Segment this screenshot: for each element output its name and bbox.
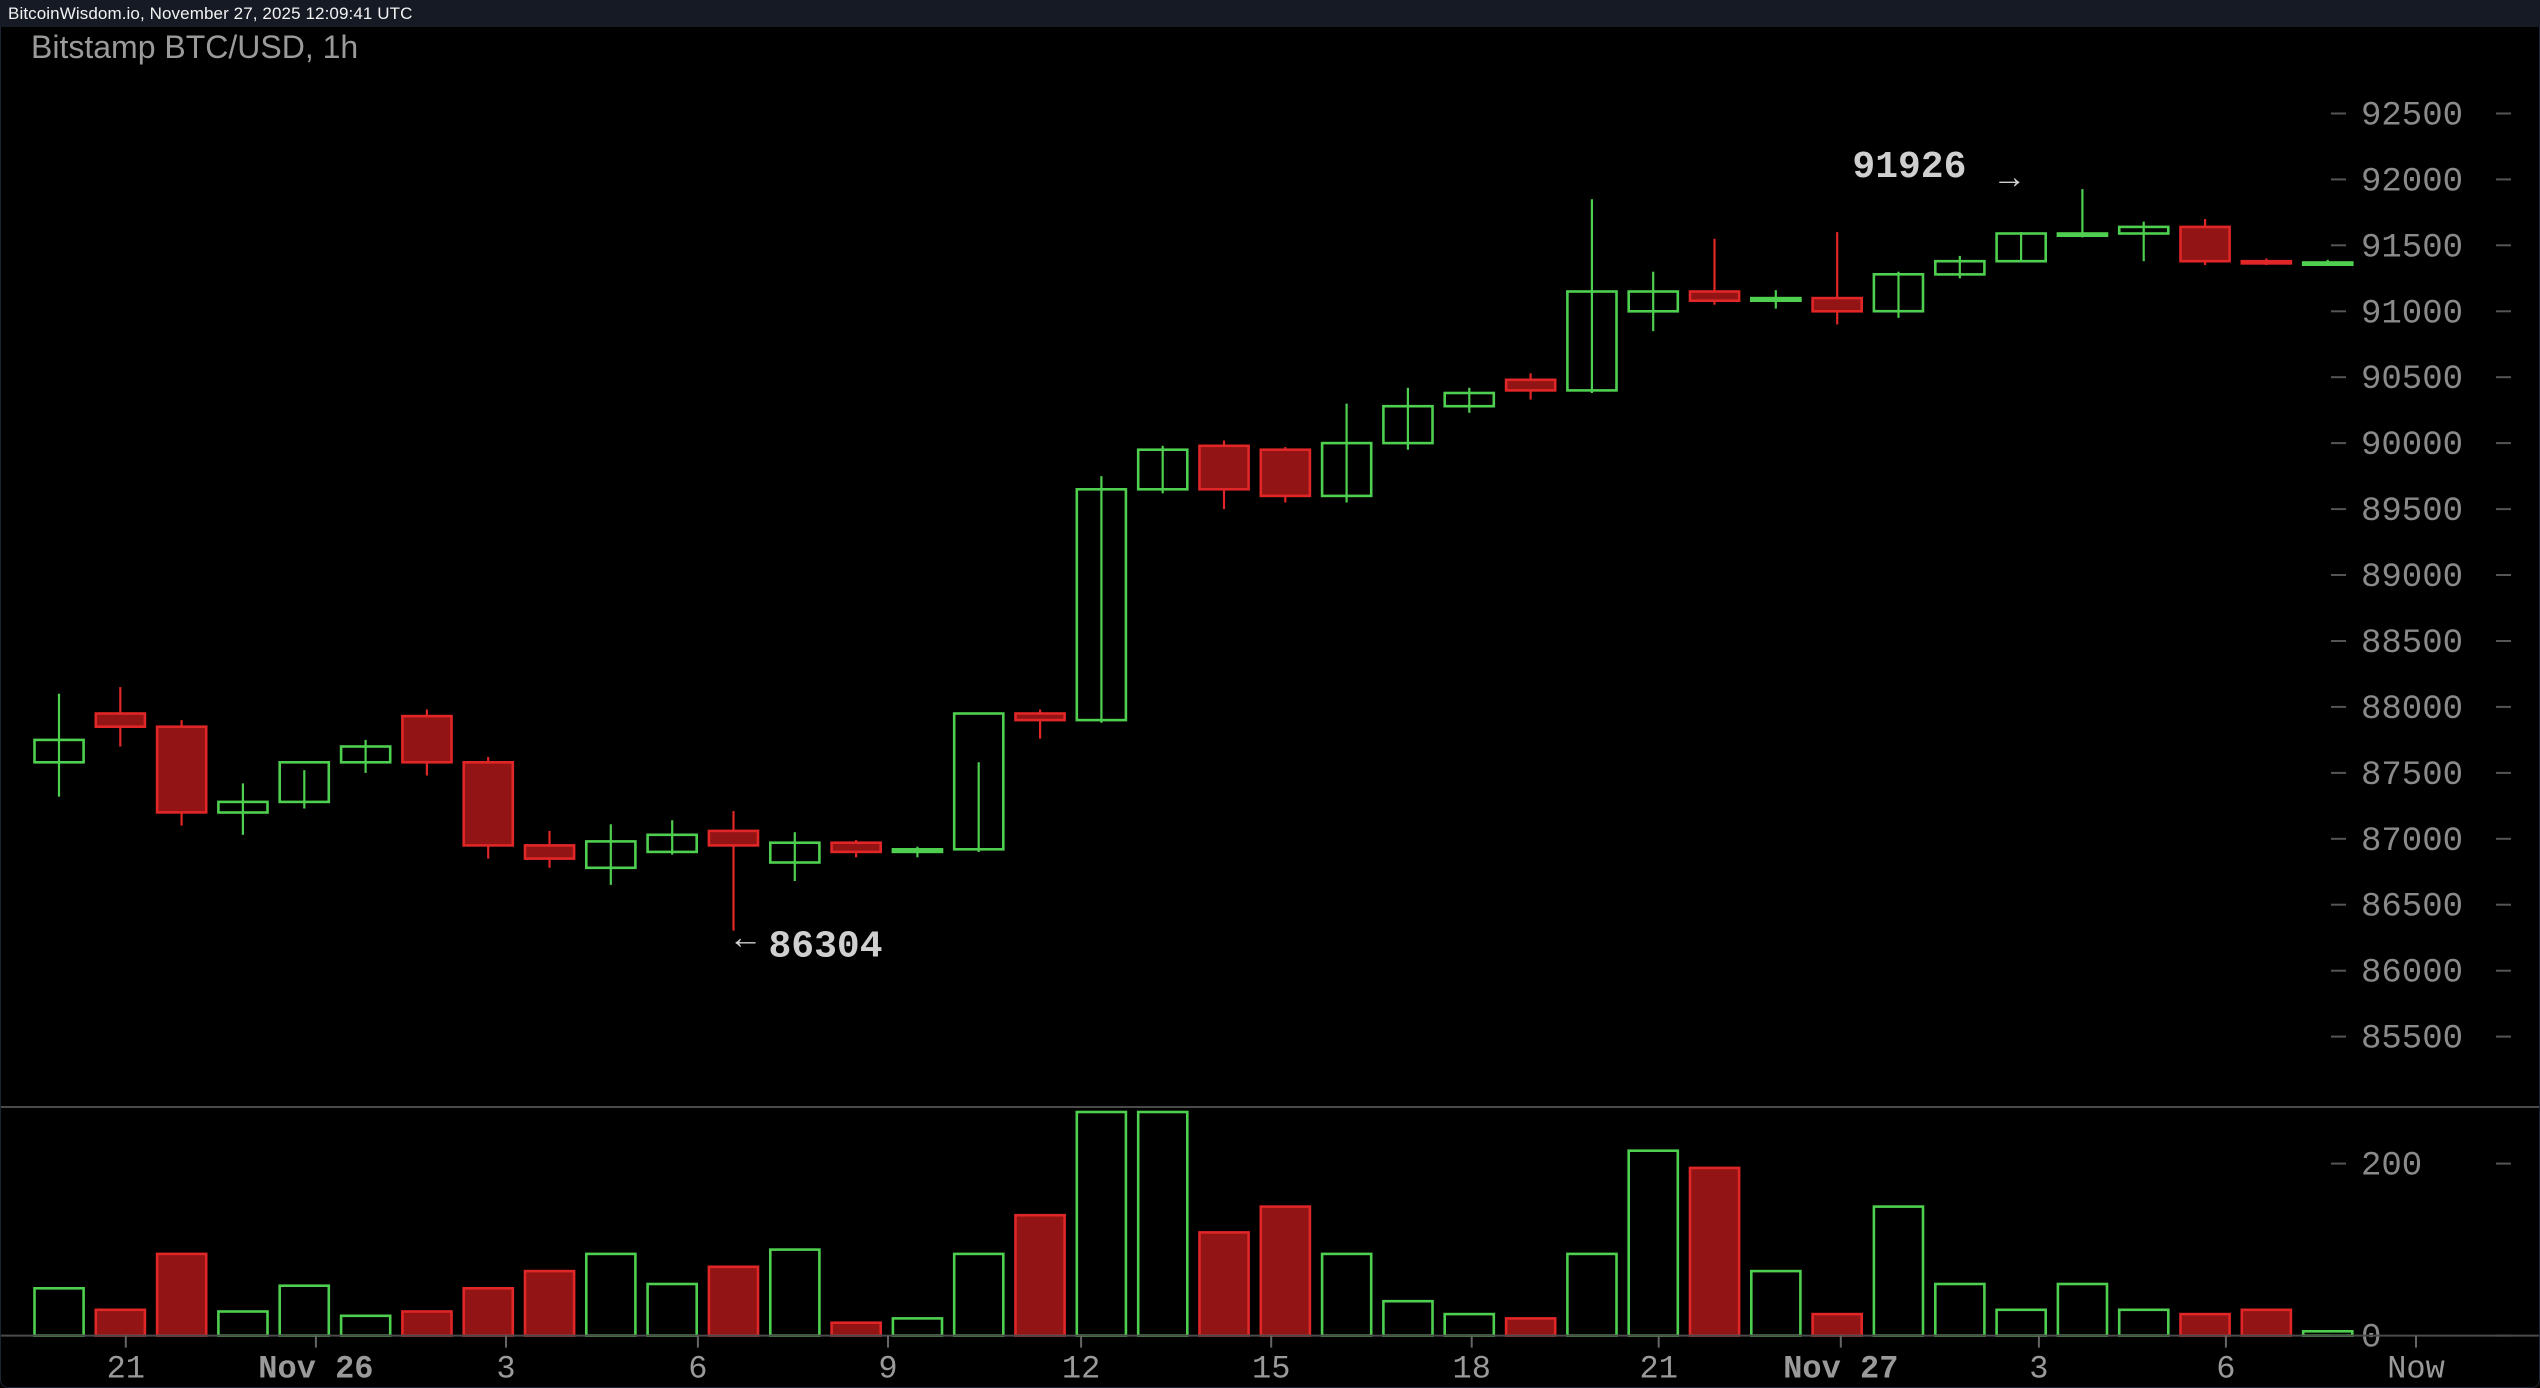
svg-text:91500: 91500 [2361, 229, 2463, 267]
svg-text:←: ← [729, 919, 763, 957]
svg-text:86304: 86304 [769, 926, 883, 969]
svg-text:Now: Now [2387, 1351, 2445, 1388]
svg-text:91000: 91000 [2361, 295, 2463, 333]
svg-text:90500: 90500 [2361, 361, 2463, 399]
svg-text:88500: 88500 [2361, 625, 2463, 663]
svg-text:3: 3 [2029, 1351, 2048, 1388]
svg-text:90000: 90000 [2361, 427, 2463, 465]
svg-text:85500: 85500 [2361, 1021, 2463, 1059]
svg-text:21: 21 [1639, 1351, 1677, 1388]
svg-text:89500: 89500 [2361, 493, 2463, 531]
svg-text:15: 15 [1252, 1351, 1290, 1388]
svg-text:87000: 87000 [2361, 823, 2463, 861]
svg-text:92000: 92000 [2361, 163, 2463, 201]
svg-text:88000: 88000 [2361, 691, 2463, 729]
svg-text:92500: 92500 [2361, 98, 2463, 136]
svg-text:0: 0 [2361, 1320, 2381, 1358]
svg-text:86000: 86000 [2361, 955, 2463, 993]
svg-text:91926: 91926 [1852, 146, 1966, 189]
svg-text:→: → [1992, 158, 2026, 196]
svg-text:6: 6 [688, 1351, 707, 1388]
svg-text:86500: 86500 [2361, 889, 2463, 927]
svg-text:18: 18 [1452, 1351, 1490, 1388]
svg-text:89000: 89000 [2361, 559, 2463, 597]
svg-text:3: 3 [496, 1351, 515, 1388]
svg-text:87500: 87500 [2361, 757, 2463, 795]
svg-text:200: 200 [2361, 1148, 2422, 1186]
svg-text:12: 12 [1062, 1351, 1100, 1388]
svg-text:Nov 27: Nov 27 [1783, 1351, 1898, 1388]
svg-text:6: 6 [2216, 1351, 2235, 1388]
svg-text:Nov 26: Nov 26 [258, 1351, 373, 1388]
svg-text:9: 9 [878, 1351, 897, 1388]
svg-text:21: 21 [107, 1351, 145, 1388]
